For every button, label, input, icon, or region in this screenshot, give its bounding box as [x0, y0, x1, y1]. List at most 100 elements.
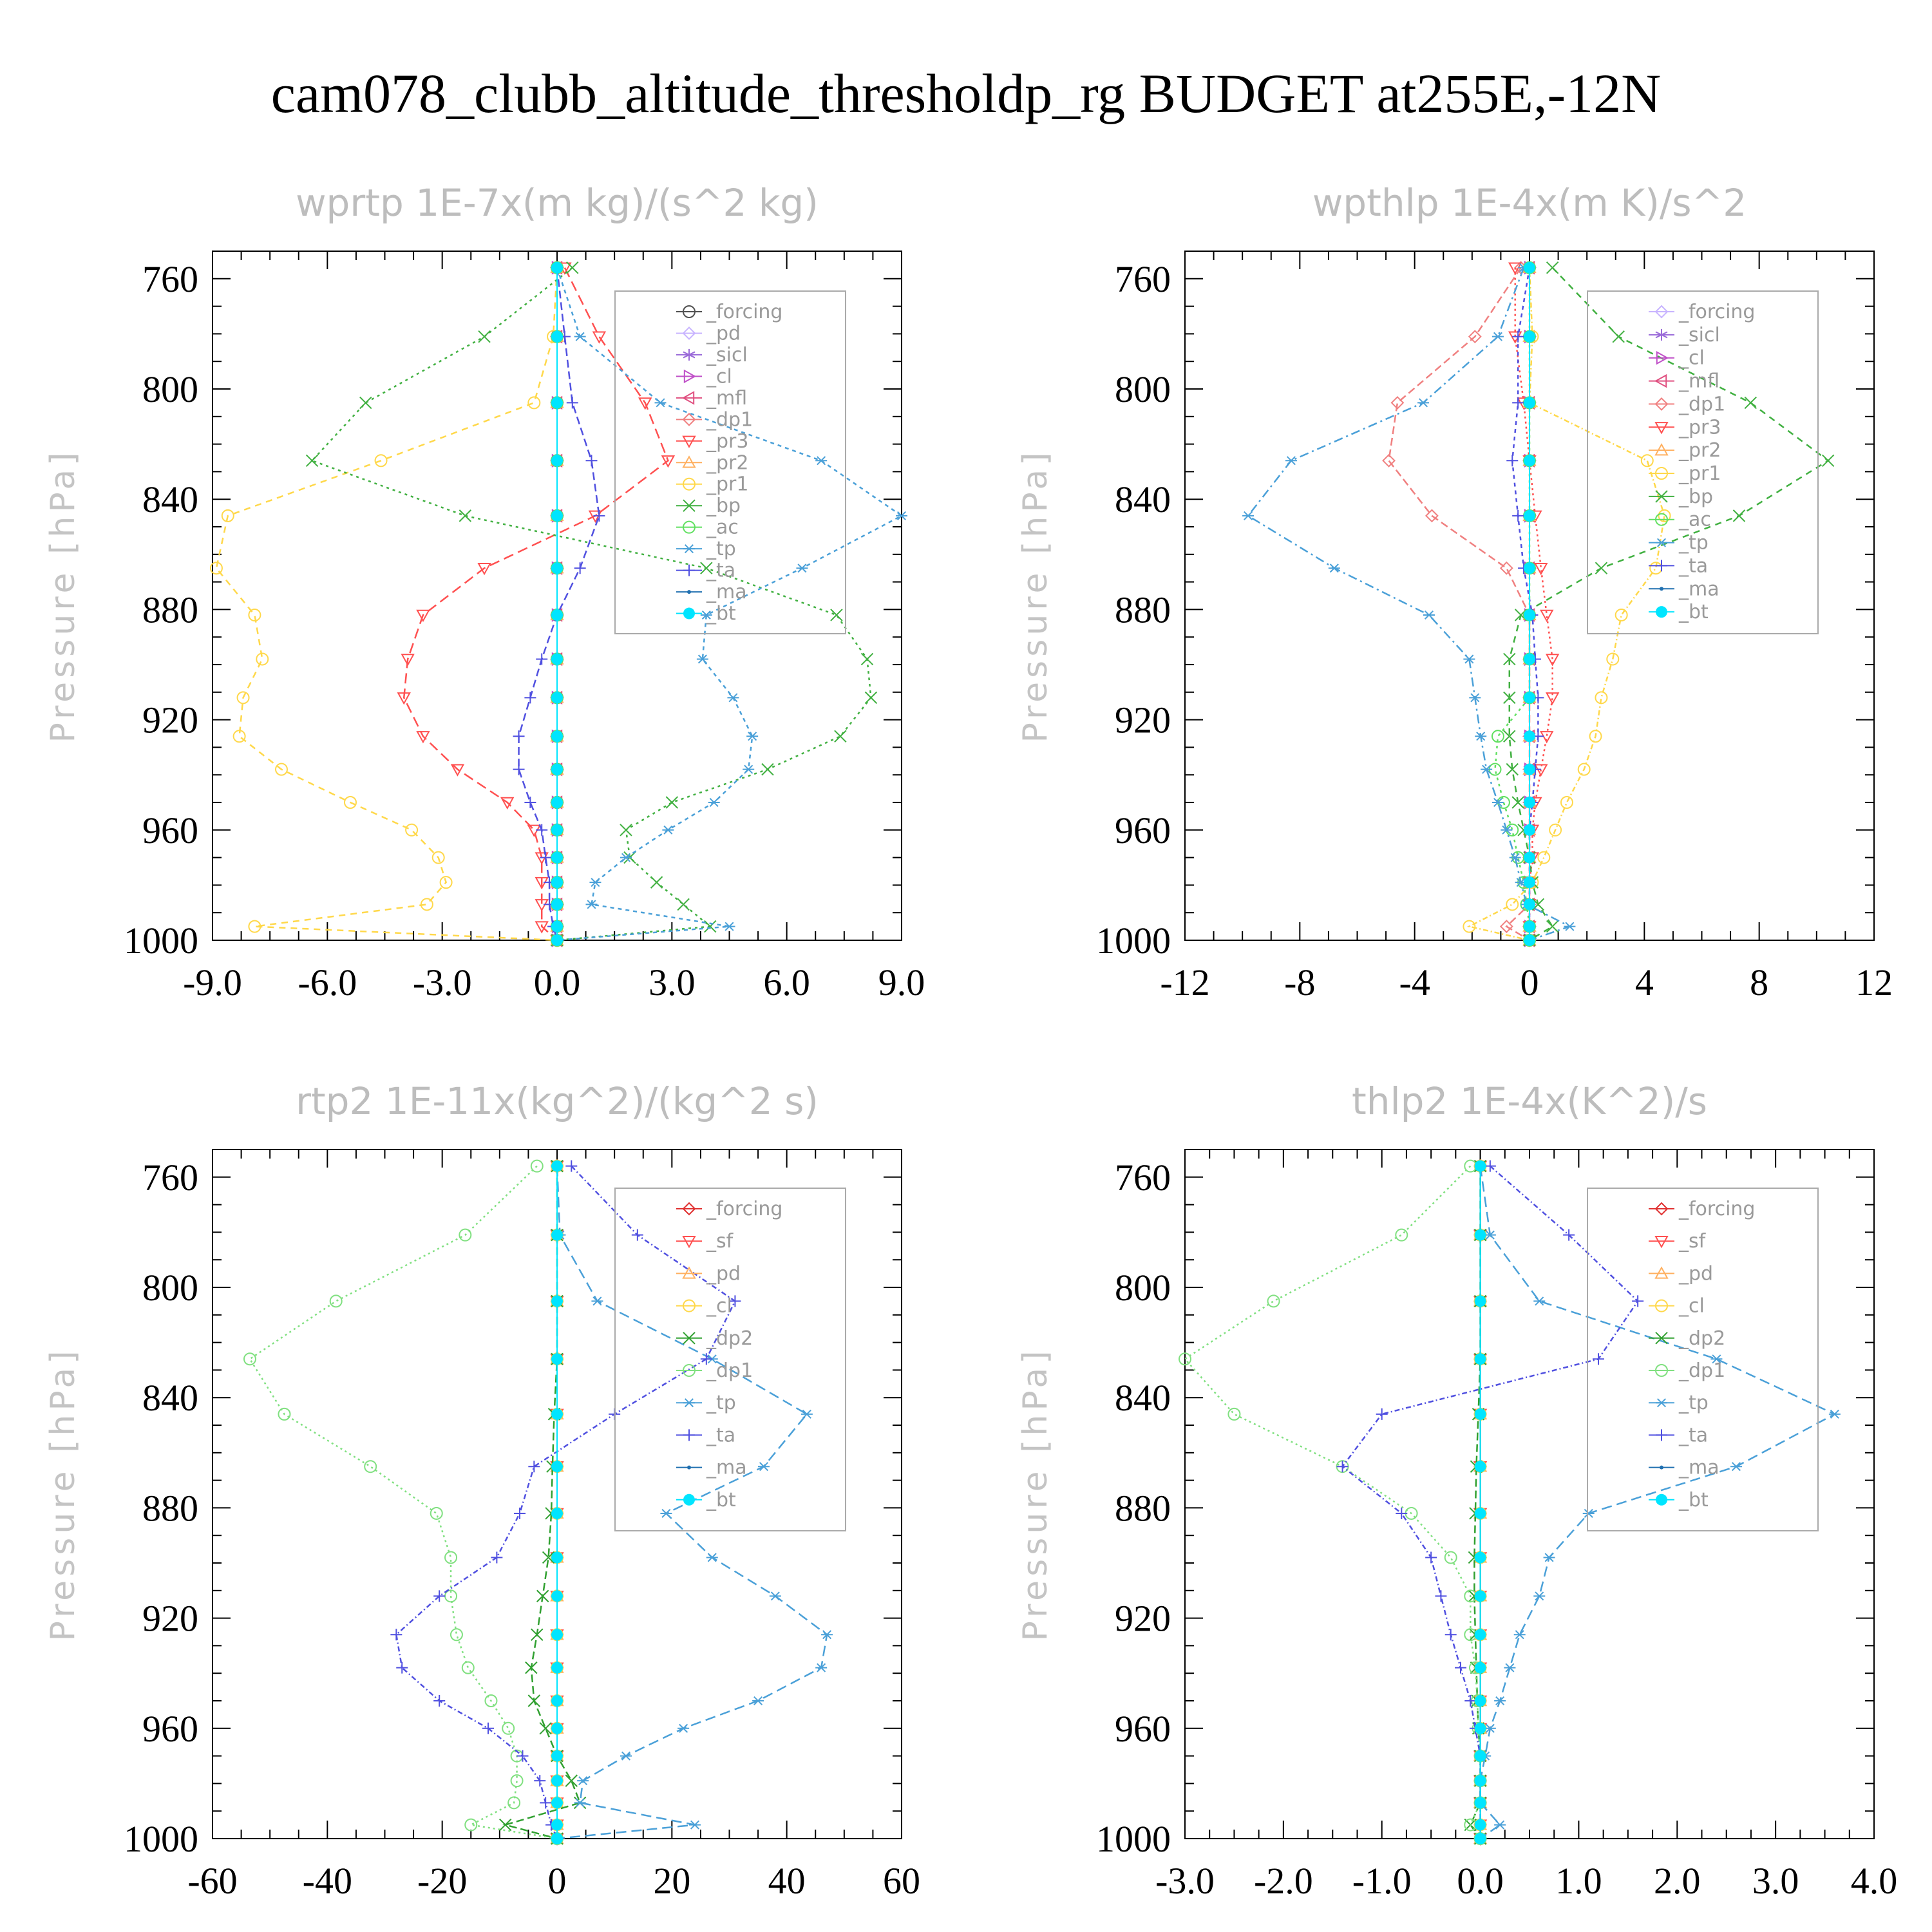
legend-label: _cl [1678, 347, 1705, 370]
data-point [1474, 1590, 1486, 1602]
data-point [551, 509, 563, 522]
data-point [551, 455, 563, 467]
legend-marker [683, 1364, 696, 1377]
data-point [1484, 1230, 1496, 1240]
data-point [752, 1696, 764, 1706]
legend-marker [683, 477, 696, 491]
legend-label: _pr1 [706, 473, 748, 496]
data-point [1474, 1507, 1486, 1519]
legend-marker [1655, 467, 1668, 480]
data-point [397, 692, 411, 705]
data-point [1474, 1722, 1486, 1734]
legend-label: _cl [706, 365, 732, 388]
data-point [1506, 762, 1519, 776]
data-point [1504, 1663, 1516, 1672]
x-tick-label: 40 [768, 1860, 806, 1902]
data-point [536, 824, 548, 836]
legend-label: _dp1 [1678, 1359, 1725, 1382]
data-point [513, 730, 525, 743]
legend-marker [1656, 606, 1667, 618]
data-point [1503, 730, 1516, 743]
data-point [1474, 1833, 1486, 1844]
y-tick-label: 960 [1115, 1708, 1171, 1750]
x-tick-label: -20 [417, 1860, 467, 1902]
y-tick-label: 800 [142, 1267, 198, 1309]
legend-label: _pr1 [1678, 462, 1721, 485]
data-point [551, 851, 563, 864]
panel-title: wpthlp 1E-4x(m K)/s^2 [1312, 181, 1747, 225]
legend-marker [1655, 513, 1668, 526]
y-axis-label: Pressure [hPa] [1016, 449, 1055, 743]
data-point [677, 898, 690, 911]
data-point [1328, 564, 1340, 573]
data-point [416, 609, 430, 623]
data-point [1828, 1409, 1841, 1419]
y-tick-label: 1000 [124, 1818, 198, 1860]
data-point [450, 1628, 463, 1642]
legend: _forcing_pd_sicl_cl_mfl_dp1_pr3_pr2_pr1_… [614, 290, 846, 634]
data-point [1463, 920, 1476, 933]
data-point [1537, 851, 1551, 864]
y-tick-label: 760 [142, 258, 198, 300]
legend-label: _dp1 [1678, 393, 1725, 415]
series-dp2 [1464, 1159, 1487, 1845]
legend-label: _ac [706, 516, 739, 539]
y-tick-label: 760 [1115, 258, 1171, 300]
data-point [1455, 1662, 1466, 1674]
data-point [464, 1818, 478, 1832]
x-tick-label: 2.0 [1654, 1860, 1701, 1902]
data-point [551, 261, 563, 274]
data-point [444, 1551, 458, 1564]
data-point [551, 824, 563, 836]
data-point [700, 610, 712, 620]
data-point [430, 1506, 443, 1520]
data-point [420, 898, 433, 911]
legend-label: _sf [706, 1230, 734, 1253]
data-point [574, 562, 586, 574]
legend-marker [681, 391, 695, 405]
data-point [248, 920, 261, 933]
data-point [344, 796, 357, 809]
data-point [359, 396, 372, 410]
series-dp1 [1179, 1159, 1487, 1845]
data-point [433, 1695, 446, 1707]
panel-thlp2: thlp2 1E-4x(K^2)/s Pressure [hPa] 760 800 84… [1016, 1079, 1897, 1902]
data-point [1513, 1630, 1526, 1640]
data-point [1512, 330, 1524, 343]
data-point [1531, 898, 1545, 911]
data-point [1511, 796, 1524, 809]
data-point [1563, 1229, 1575, 1241]
data-point [1474, 1797, 1486, 1809]
data-point [551, 609, 563, 621]
legend-label: _bt [1678, 601, 1709, 623]
data-point [1546, 261, 1559, 274]
legend-label: _ta [1678, 1424, 1708, 1446]
data-point [450, 764, 465, 777]
data-point [1285, 456, 1297, 466]
data-point [1509, 853, 1521, 862]
series-pr1 [209, 261, 564, 947]
legend-label: _bt [706, 1489, 736, 1511]
legend-marker [687, 590, 691, 594]
legend-label: _dp2 [1678, 1327, 1725, 1350]
legend-label: _bp [1678, 486, 1713, 508]
data-point [1475, 732, 1487, 741]
data-point [539, 1722, 552, 1735]
y-axis-label: Pressure [hPa] [44, 1347, 82, 1642]
x-tick-label: 6.0 [763, 961, 810, 1003]
x-tick-label: 9.0 [878, 961, 925, 1003]
data-point [1474, 1408, 1486, 1420]
legend-marker [683, 1332, 696, 1345]
data-point [1506, 455, 1519, 467]
data-point [551, 797, 563, 808]
data-point [551, 1833, 563, 1844]
series-bt [551, 1160, 563, 1844]
legend-marker [1655, 1364, 1668, 1377]
series-dp1 [243, 1159, 564, 1845]
data-point [513, 763, 525, 775]
data-point [1593, 1353, 1604, 1365]
y-tick-label: 880 [1115, 1487, 1171, 1529]
data-point [1474, 1629, 1486, 1641]
data-point [329, 1294, 343, 1308]
data-point [1474, 1775, 1486, 1787]
